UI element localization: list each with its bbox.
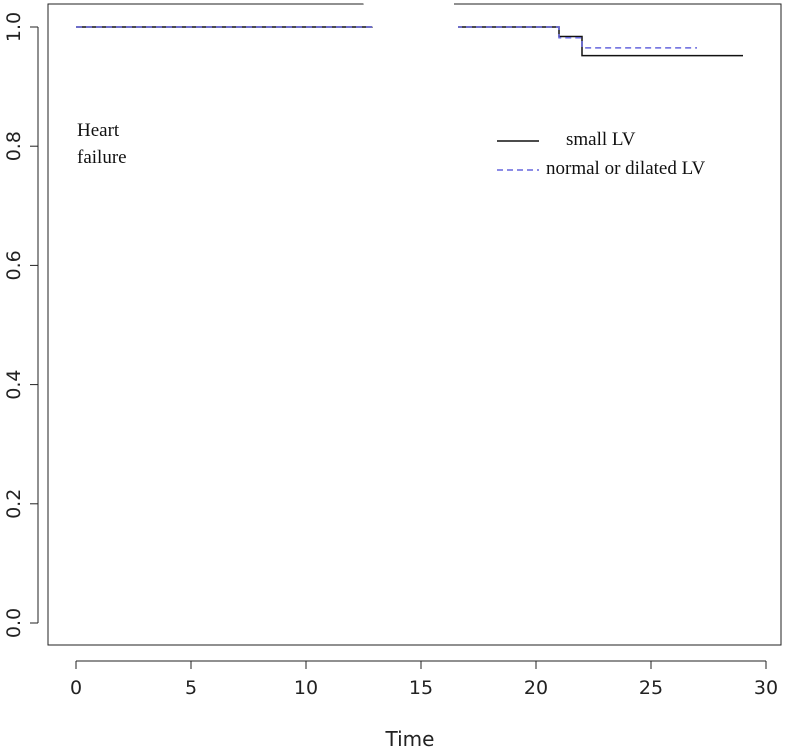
x-tick-label: 20 bbox=[524, 677, 548, 699]
x-tick-label: 25 bbox=[639, 677, 663, 699]
plot-frame bbox=[47, 3, 782, 646]
x-tick-label: 0 bbox=[70, 677, 82, 699]
x-tick-label: 10 bbox=[294, 677, 318, 699]
image-artifact-mask bbox=[310, 0, 458, 60]
y-tick-label: 0.4 bbox=[3, 369, 25, 399]
legend-label-normal-dilated-lv: normal or dilated LV bbox=[546, 158, 705, 179]
legend: small LV normal or dilated LV bbox=[497, 129, 705, 179]
x-axis: 0 5 10 15 20 25 30 bbox=[70, 660, 778, 699]
y-tick-label: 1.0 bbox=[3, 12, 25, 42]
legend-label-small-lv: small LV bbox=[566, 129, 636, 150]
x-axis-title: Time bbox=[385, 727, 435, 749]
annotation-failure: failure bbox=[77, 147, 127, 168]
y-axis: 0.0 0.2 0.4 0.6 0.8 1.0 bbox=[3, 12, 39, 638]
annotation-heart: Heart bbox=[77, 120, 120, 141]
x-tick-label: 30 bbox=[754, 677, 778, 699]
x-tick-label: 5 bbox=[185, 677, 197, 699]
series-lines bbox=[76, 26, 743, 57]
y-tick-label: 0.8 bbox=[3, 131, 25, 161]
y-tick-label: 0.2 bbox=[3, 489, 25, 519]
plot-border bbox=[47, 3, 782, 646]
artifact-patch-2 bbox=[374, 0, 454, 30]
series-line-normal-dilated-lv bbox=[76, 26, 697, 49]
y-tick-label: 0.6 bbox=[3, 250, 25, 280]
x-tick-label: 15 bbox=[409, 677, 433, 699]
y-tick-label: 0.0 bbox=[3, 608, 25, 638]
